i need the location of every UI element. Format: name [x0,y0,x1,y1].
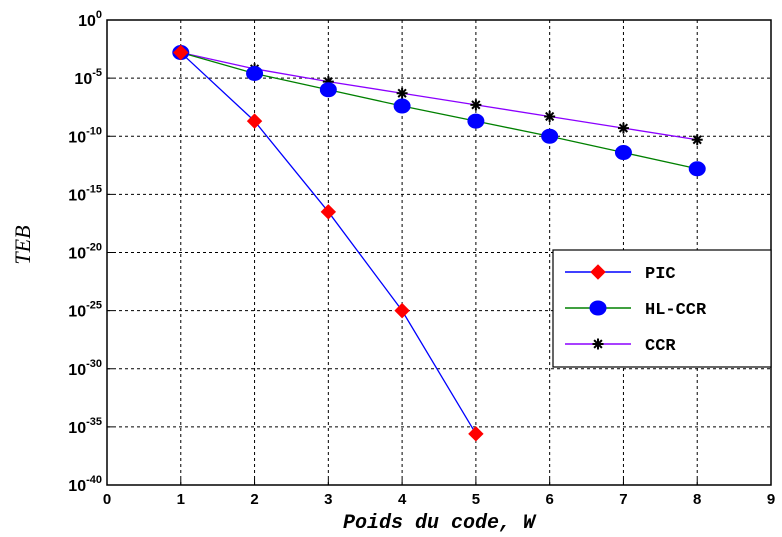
data-point-ccr [617,122,629,134]
data-point-hl-ccr [319,82,337,98]
data-point-pic [173,44,189,61]
data-point-pic [246,113,263,129]
data-point-ccr [691,134,703,146]
y-tick-label: 10-5 [74,67,102,88]
data-point-ccr [396,87,408,99]
y-axis-title: TEB [10,225,35,264]
y-tick-label: 10-25 [68,300,102,321]
data-point-pic [468,426,484,442]
x-tick-label: 2 [250,491,258,508]
legend-marker [590,264,606,280]
data-point-pic [320,204,337,220]
legend-label: HL-CCR [645,301,707,320]
x-tick-label: 8 [693,491,701,508]
y-tick-label: 100 [78,9,102,30]
data-point-ccr [470,99,482,111]
data-point-hl-ccr [541,128,559,144]
legend-label: CCR [645,337,676,356]
legend-item-pic: PIC [565,264,676,284]
data-point-hl-ccr [688,161,706,177]
x-tick-label: 9 [767,491,775,508]
data-point-hl-ccr [467,113,485,129]
series-layer [172,44,706,442]
series-pic [173,44,484,442]
legend-item-hl-ccr: HL-CCR [565,300,707,320]
data-point-hl-ccr [614,145,632,161]
data-point-hl-ccr [393,98,411,114]
data-point-ccr [544,110,556,122]
x-tick-label: 4 [398,491,407,508]
y-tick-label: 10-35 [68,416,102,437]
y-ticks: 100 10-5 10-10 10-15 10-20 10-25 10-30 10-35 10-… [68,9,113,495]
legend: PIC HL-CCR CCR [552,249,772,368]
legend-marker [589,300,607,316]
data-point-hl-ccr [246,65,264,81]
data-point-pic [394,302,410,319]
series-line-hl-ccr [180,51,698,170]
series-line-ccr [180,51,698,141]
grid [107,20,771,485]
y-tick-label: 10-10 [68,125,102,146]
y-tick-label: 10-20 [68,242,102,263]
x-tick-label: 0 [103,491,111,508]
x-tick-label: 6 [545,491,553,508]
legend-label: PIC [645,265,676,284]
legend-item-ccr: CCR [565,337,676,356]
x-tick-label: 5 [472,491,480,508]
y-tick-label: 10-40 [68,474,102,495]
legend-marker [592,338,604,350]
x-ticks: 0 1 2 3 4 5 6 7 8 9 [103,479,775,508]
x-tick-label: 1 [177,491,185,508]
y-tick-label: 10-30 [68,358,102,379]
y-tick-label: 10-15 [68,183,102,204]
x-tick-label: 3 [324,491,332,508]
x-tick-label: 7 [619,491,627,508]
x-axis-title: Poids du code, W [343,512,537,535]
